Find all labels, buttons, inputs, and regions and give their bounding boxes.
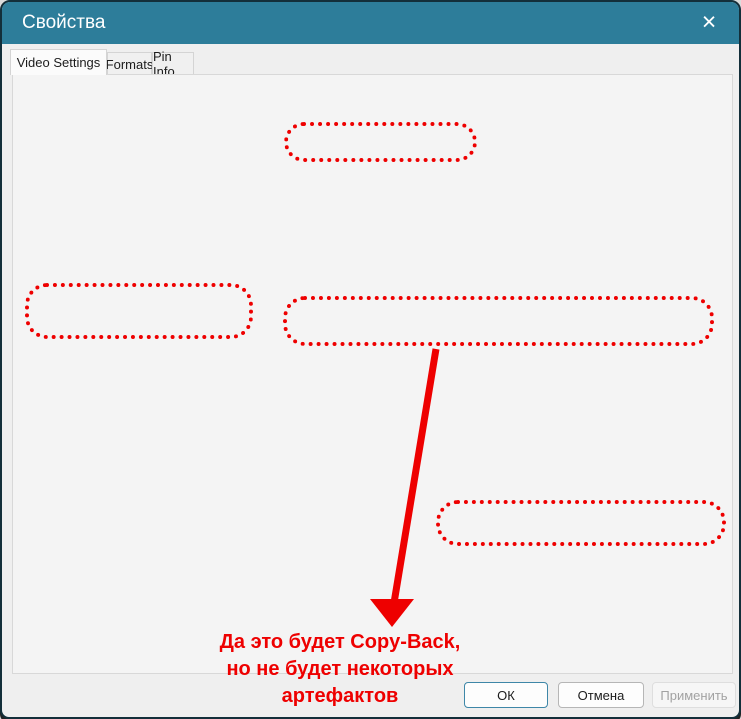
- annotation-line: артефактов: [281, 685, 399, 707]
- apply-button: Применить: [652, 682, 736, 708]
- tab-pin-info[interactable]: Pin Info: [152, 49, 194, 79]
- ok-button[interactable]: ОК: [464, 682, 548, 708]
- tab-page: [12, 74, 733, 674]
- tab-label: Video Settings: [16, 55, 101, 70]
- tab-video-settings[interactable]: Video Settings: [10, 49, 107, 75]
- tab-formats[interactable]: Formats: [105, 52, 154, 75]
- tab-label: Formats: [105, 56, 154, 72]
- close-icon[interactable]: ×: [701, 7, 717, 36]
- titlebar: Свойства ×: [2, 2, 739, 44]
- window-title: Свойства: [22, 12, 106, 33]
- cancel-button[interactable]: Отмена: [558, 682, 644, 708]
